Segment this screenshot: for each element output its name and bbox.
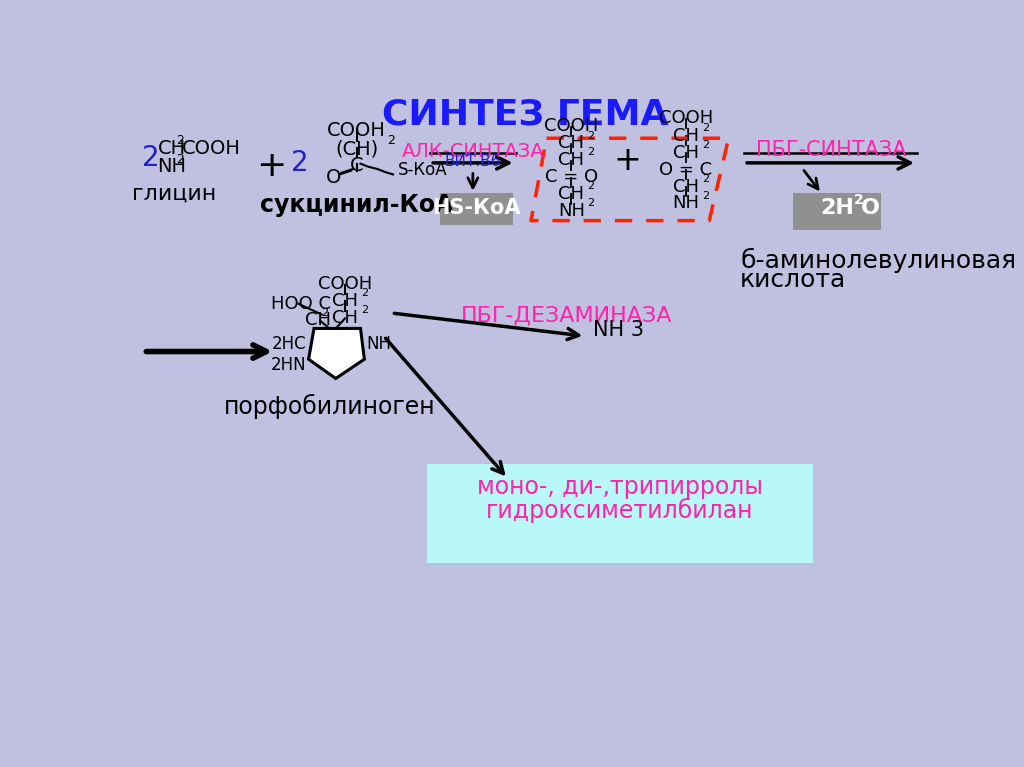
Text: CH: CH: [673, 143, 699, 162]
Text: CH: CH: [332, 309, 358, 328]
Text: CH: CH: [158, 139, 185, 158]
Text: АЛК-СИНТАЗА: АЛК-СИНТАЗА: [401, 142, 544, 161]
Text: 2: 2: [588, 181, 595, 191]
Text: 2HN: 2HN: [270, 356, 306, 374]
Text: 2: 2: [321, 308, 328, 318]
Text: СИНТЕЗ ГЕМА: СИНТЕЗ ГЕМА: [382, 97, 668, 131]
Text: +: +: [614, 143, 642, 176]
Text: C = O: C = O: [545, 168, 598, 186]
Text: CH: CH: [558, 185, 585, 203]
Text: моно-, ди-,трипирролы: моно-, ди-,трипирролы: [477, 475, 763, 499]
Text: ПБГ-СИНТАЗА: ПБГ-СИНТАЗА: [757, 140, 907, 160]
Text: C: C: [350, 156, 364, 175]
Text: глицин: глицин: [132, 183, 217, 204]
Text: NH: NH: [367, 335, 392, 353]
Text: O: O: [326, 168, 341, 187]
Text: +: +: [256, 149, 287, 183]
Text: 2: 2: [291, 149, 308, 177]
Text: NH: NH: [558, 202, 585, 220]
Text: CH: CH: [673, 127, 699, 145]
Text: CH: CH: [332, 292, 358, 310]
Text: 2: 2: [702, 123, 710, 133]
Text: NH 3: NH 3: [593, 320, 644, 340]
Text: 2: 2: [176, 134, 184, 147]
Text: CH: CH: [558, 151, 585, 170]
FancyBboxPatch shape: [440, 193, 513, 225]
Text: ВИТ.В6: ВИТ.В6: [444, 154, 501, 170]
Text: 2: 2: [702, 140, 710, 150]
Text: CH: CH: [673, 177, 699, 196]
Text: S-КоА: S-КоА: [397, 161, 447, 179]
Text: 2: 2: [702, 173, 710, 183]
Polygon shape: [308, 328, 365, 378]
Text: 2: 2: [588, 147, 595, 157]
Text: 2: 2: [854, 193, 864, 207]
Text: 2: 2: [702, 191, 710, 201]
Text: COOH: COOH: [658, 109, 713, 127]
Text: COOH: COOH: [182, 139, 241, 158]
Text: ПБГ-ДЕЗАМИНАЗА: ПБГ-ДЕЗАМИНАЗА: [461, 305, 673, 325]
Text: порфобилиноген: порфобилиноген: [223, 394, 435, 419]
Text: 2: 2: [588, 199, 595, 209]
Text: 2HC: 2HC: [271, 335, 306, 353]
Text: 2: 2: [176, 153, 184, 166]
Text: NH: NH: [673, 195, 699, 212]
Text: HOO C: HOO C: [271, 295, 332, 314]
Text: O: O: [861, 198, 881, 218]
Text: O = C: O = C: [659, 160, 713, 179]
Text: 2: 2: [361, 305, 369, 315]
FancyBboxPatch shape: [427, 464, 813, 562]
Text: 2: 2: [361, 288, 369, 298]
Text: сукцинил-КоА: сукцинил-КоА: [260, 193, 454, 217]
Text: CH: CH: [305, 311, 331, 330]
Text: COOH: COOH: [317, 275, 372, 292]
Text: NH: NH: [158, 157, 186, 176]
Text: COOH: COOH: [544, 117, 598, 135]
Text: гидроксиметилбилан: гидроксиметилбилан: [486, 498, 754, 523]
FancyBboxPatch shape: [793, 193, 882, 230]
Text: б-аминолевулиновая: б-аминолевулиновая: [740, 248, 1017, 273]
Text: кислота: кислота: [740, 268, 847, 292]
Text: 2: 2: [588, 130, 595, 140]
Text: HS-КоА: HS-КоА: [432, 198, 521, 218]
Text: COOH: COOH: [328, 120, 386, 140]
Text: (CH): (CH): [335, 139, 378, 158]
Text: 2H: 2H: [820, 198, 854, 218]
Text: CH: CH: [558, 134, 585, 153]
Text: 2: 2: [388, 134, 395, 147]
Text: 2: 2: [142, 143, 160, 172]
